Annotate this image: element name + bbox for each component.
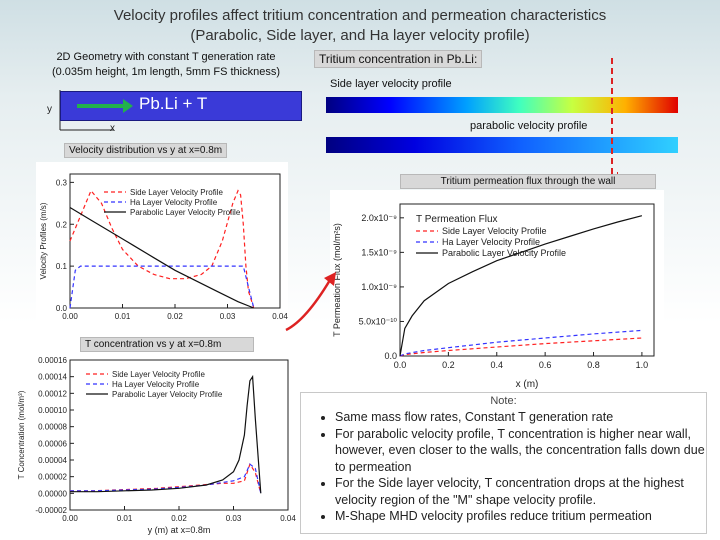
- y-tick-label: 0.00016: [38, 356, 67, 365]
- flow-arrow-icon: [77, 104, 125, 108]
- tconc-box-label: T concentration vs y at x=0.8m: [80, 337, 254, 352]
- legend-entry: Side Layer Velocity Profile: [112, 370, 205, 379]
- geometry-line-1: 2D Geometry with constant T generation r…: [56, 51, 276, 63]
- axis-x-label: x: [110, 123, 115, 134]
- y-tick-label: 0.00000: [38, 489, 67, 498]
- legend-entry: Side Layer Velocity Profile: [442, 226, 547, 236]
- y-tick-label: -0.00002: [35, 506, 67, 515]
- slide-title: Velocity profiles affect tritium concent…: [0, 6, 720, 46]
- y-tick-label: 0.00002: [38, 473, 67, 482]
- x-tick-label: 0.00: [62, 514, 78, 523]
- y-tick-label: 0.00006: [38, 439, 67, 448]
- flow-arrow-head-icon: [123, 99, 133, 113]
- permeation-box-label: Tritium permeation flux through the wall: [400, 174, 656, 189]
- legend-entry: Parabolic Layer Velocity Profile: [442, 248, 566, 258]
- parabolic-profile-label: parabolic velocity profile: [470, 120, 588, 132]
- x-axis-label: x (m): [516, 379, 539, 390]
- geometry-description: 2D Geometry with constant T generation r…: [30, 50, 302, 80]
- y-tick-label: 2.0x10⁻⁹: [361, 213, 397, 223]
- note-box: Note: Same mass flow rates, Constant T g…: [300, 392, 707, 534]
- y-tick-label: 0.2: [56, 220, 68, 229]
- tritium-concentration-label: Tritium concentration in Pb.Li:: [314, 50, 483, 68]
- legend-entry: Ha Layer Velocity Profile: [442, 237, 540, 247]
- side-layer-contour-strip: [326, 97, 678, 113]
- y-axis-label: T Permeation Flux (mol/m²s): [332, 223, 342, 337]
- x-tick-label: 0.2: [442, 360, 455, 370]
- x-tick-label: 0.01: [115, 312, 131, 321]
- y-tick-label: 0.00010: [38, 406, 67, 415]
- velocity-box-label: Velocity distribution vs y at x=0.8m: [64, 143, 228, 158]
- chart-title: T Permeation Flux: [416, 214, 498, 225]
- note-list: Same mass flow rates, Constant T generat…: [315, 409, 706, 525]
- x-axis-label: y (m) at x=0.8m: [148, 525, 211, 535]
- series-line-3: [69, 206, 255, 309]
- x-tick-label: 0.8: [587, 360, 600, 370]
- x-tick-label: 0.02: [167, 312, 183, 321]
- y-tick-label: 5.0x10⁻¹⁰: [359, 316, 398, 326]
- x-tick-label: 0.03: [220, 312, 236, 321]
- y-tick-label: 0.0: [384, 351, 397, 361]
- series-line-2: [69, 265, 255, 309]
- y-tick-label: 1.0x10⁻⁹: [361, 282, 397, 292]
- axis-y-label: y: [47, 104, 52, 115]
- x-tick-label: 0.0: [394, 360, 407, 370]
- legend-entry: Ha Layer Velocity Profile: [130, 198, 218, 207]
- velocity-profile-chart: 0.00 0.01 0.02 0.03 0.04 0.0 0.1 0.2 0.3 Velocity…: [36, 162, 288, 330]
- x-tick-label: 0.04: [280, 514, 296, 523]
- series-line-2: [399, 329, 642, 357]
- y-tick-label: 0.0: [56, 304, 68, 313]
- permeation-flux-chart: 0.0 0.2 0.4 0.6 0.8 1.0 0.0 5.0x10⁻¹⁰ 1.0x10⁻⁹ 1.…: [330, 190, 664, 390]
- series-line-3: [399, 215, 643, 357]
- plot-frame: [399, 203, 655, 357]
- series-line-1: [399, 337, 642, 357]
- x-tick-label: 0.6: [539, 360, 552, 370]
- curved-callout-arrow: [285, 272, 336, 332]
- y-tick-label: 0.00012: [38, 389, 67, 398]
- x-tick-label: 1.0: [636, 360, 649, 370]
- y-axis-label: Velocity Profiles (m/s): [39, 202, 48, 279]
- x-tick-label: 0.04: [272, 312, 288, 321]
- pbli-domain-bar: Pb.Li + T: [60, 91, 302, 121]
- parabolic-contour-strip: [326, 137, 678, 153]
- y-tick-label: 0.00014: [38, 373, 67, 382]
- legend-entry: Parabolic Layer Velocity Profile: [112, 390, 223, 399]
- y-tick-label: 0.00008: [38, 423, 67, 432]
- x-tick-label: 0.4: [491, 360, 504, 370]
- legend-entry: Parabolic Layer Velocity Profile: [130, 208, 241, 217]
- series-line-3: [70, 374, 262, 494]
- geometry-line-2: (0.035m height, 1m length, 5mm FS thickn…: [51, 66, 281, 78]
- title-line-2: (Parabolic, Side layer, and Ha layer vel…: [190, 27, 530, 44]
- note-item-4: M-Shape MHD velocity profiles reduce tri…: [335, 508, 706, 525]
- y-tick-label: 1.5x10⁻⁹: [361, 247, 397, 257]
- y-axis-label: T Concentration (mol/m³): [17, 390, 26, 479]
- x-tick-label: 0.02: [171, 514, 187, 523]
- t-concentration-chart: 0.00 0.01 0.02 0.03 0.04 -0.00002 0.00000 0.000…: [14, 352, 298, 536]
- x-tick-label: 0.03: [226, 514, 242, 523]
- x-tick-label: 0.01: [117, 514, 133, 523]
- note-title: Note:: [490, 395, 517, 407]
- note-item-1: Same mass flow rates, Constant T generat…: [335, 409, 706, 426]
- side-profile-label: Side layer velocity profile: [330, 78, 452, 90]
- y-tick-label: 0.00004: [38, 456, 67, 465]
- note-item-3: For the Side layer velocity, T concentra…: [335, 475, 706, 508]
- legend-entry: Side Layer Velocity Profile: [130, 188, 223, 197]
- title-line-1: Velocity profiles affect tritium concent…: [113, 7, 607, 24]
- note-item-2: For parabolic velocity profile, T concen…: [335, 426, 706, 476]
- pbli-label: Pb.Li + T: [139, 94, 208, 113]
- y-tick-label: 0.3: [56, 178, 68, 187]
- x-tick-label: 0.00: [62, 312, 78, 321]
- y-tick-label: 0.1: [56, 262, 68, 271]
- legend-entry: Ha Layer Velocity Profile: [112, 380, 200, 389]
